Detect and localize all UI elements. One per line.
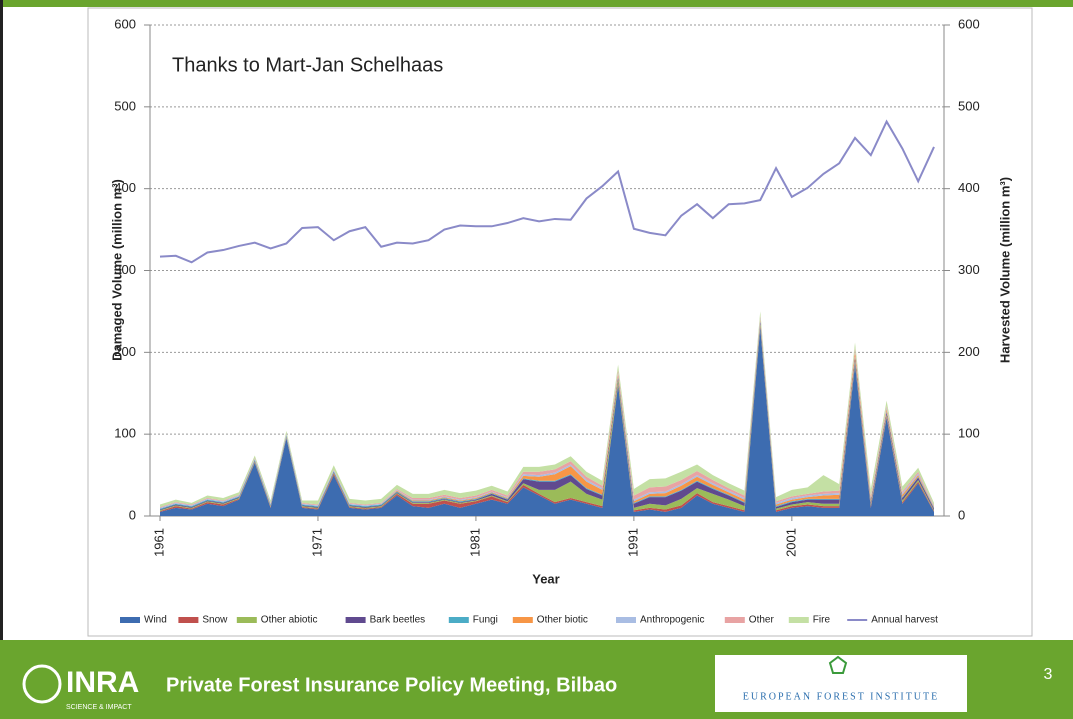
y-tick-label: 200	[114, 344, 136, 359]
legend-label: Other abiotic	[261, 615, 318, 626]
x-tick-label: 1991	[625, 528, 640, 557]
annotation: Thanks to Mart-Jan Schelhaas	[172, 54, 443, 76]
y2-tick-label: 100	[958, 426, 980, 441]
y-tick-label: 400	[114, 180, 136, 195]
page-number: 3	[1044, 666, 1053, 683]
legend-label: Other biotic	[537, 615, 588, 626]
y-tick-label: 300	[114, 262, 136, 277]
legend-label: Fungi	[473, 615, 498, 626]
y2-tick-label: 300	[958, 262, 980, 277]
footer-title: Private Forest Insurance Policy Meeting,…	[166, 674, 617, 696]
legend-label: Annual harvest	[871, 615, 938, 626]
legend-swatch	[236, 617, 257, 623]
area	[160, 311, 934, 507]
legend-label: Anthropogenic	[640, 615, 705, 626]
plot: 0 100 200 300 400 500 600 0 100 200 300 400 500 600 19…	[114, 16, 979, 625]
y-axis-label: Damaged Volume (million m³)	[109, 179, 124, 361]
y-tick-label: 100	[114, 426, 136, 441]
logo: INRA	[66, 666, 139, 699]
y-tick-label: 500	[114, 98, 136, 113]
partner-name: EUROPEAN FOREST INSTITUTE	[743, 691, 939, 702]
legend-swatch	[616, 617, 636, 623]
y2-tick-label: 200	[958, 344, 980, 359]
left-edge	[0, 0, 3, 640]
y2-axis-label: Harvested Volume (million m³)	[997, 177, 1012, 363]
x-tick-label: 2001	[783, 528, 798, 557]
x-tick-label: 1971	[309, 528, 324, 557]
y2-tick-label: 500	[958, 98, 980, 113]
legend-swatch	[120, 617, 140, 623]
legend-label: Other	[749, 615, 775, 626]
y2-tick-label: 400	[958, 180, 980, 195]
legend-label: Fire	[813, 615, 831, 626]
partner-icon	[828, 655, 848, 674]
legend-swatch	[448, 617, 469, 623]
legend-swatch	[788, 617, 809, 623]
legend-label: Wind	[144, 615, 167, 626]
legend-label: Bark beetles	[370, 615, 426, 626]
top-bar	[0, 0, 1073, 7]
legend-swatch	[512, 617, 533, 623]
legend-swatch	[345, 617, 366, 623]
legend-label: Snow	[202, 615, 228, 626]
y-tick-label: 0	[129, 507, 136, 522]
x-tick-label: 1981	[467, 528, 482, 557]
y-tick-label: 600	[114, 16, 136, 31]
partner-logo	[715, 655, 967, 712]
x-axis-label: Year	[532, 571, 559, 586]
legend-swatch	[724, 617, 745, 623]
logo-icon	[22, 664, 62, 704]
line	[159, 119, 935, 264]
y2-tick-label: 0	[958, 507, 965, 522]
y2-tick-label: 600	[958, 16, 980, 31]
area	[160, 327, 934, 516]
logo-tagline: SCIENCE & IMPACT	[66, 704, 132, 711]
x-tick-label: 1961	[151, 528, 166, 557]
chart-frame	[87, 7, 1033, 637]
legend-swatch	[178, 617, 199, 623]
